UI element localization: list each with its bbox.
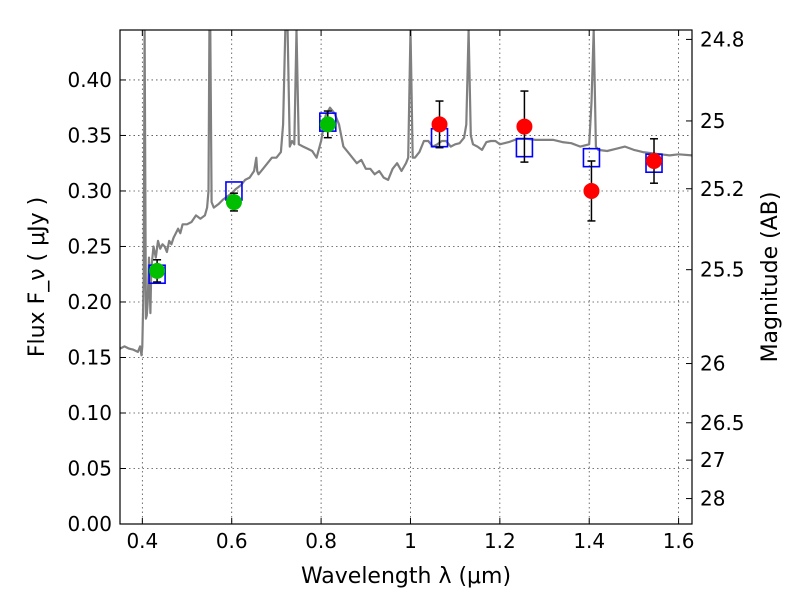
model-spectrum (120, 30, 692, 357)
y-tick-label: 0.05 (67, 456, 112, 480)
observed-flux-point (225, 194, 242, 211)
y2-axis-title: Magnitude (AB) (758, 192, 783, 363)
y-tick-label: 0.10 (67, 401, 112, 425)
y-tick-label: 0.35 (67, 123, 112, 147)
y-tick-label: 0.00 (67, 512, 112, 536)
y2-tick-label: 26 (700, 352, 725, 376)
x-tick-label: 0.8 (305, 529, 337, 553)
observed-flux-point (646, 152, 663, 169)
y2-tick-label: 27 (700, 448, 725, 472)
y2-tick-label: 25 (700, 109, 725, 133)
grid (120, 30, 692, 525)
x-tick-label: 0.6 (216, 529, 248, 553)
observed-flux-point (319, 116, 336, 133)
y-axis-title: Flux F_ν ( μJy ) (25, 197, 50, 357)
data-points (148, 90, 663, 285)
axis-ticks: 0.4 0.6 0.8 1 1.2 1.4 1.6 0.00 0.05 0.10 0.15 0.20 0… (67, 27, 744, 553)
x-tick-label: 1.6 (663, 529, 695, 553)
y-tick-label: 0.25 (67, 234, 112, 258)
y-tick-label: 0.40 (67, 68, 112, 92)
y-tick-label: 0.30 (67, 179, 112, 203)
y2-tick-label: 25.2 (700, 177, 745, 201)
observed-flux-point (149, 262, 166, 279)
x-tick-label: 1.2 (484, 529, 516, 553)
observed-flux-point (431, 116, 448, 133)
x-axis-title: Wavelength λ (μm) (301, 564, 511, 589)
spectrum-line (120, 30, 692, 357)
observed-flux-point (583, 182, 600, 199)
observed-flux-point (516, 118, 533, 135)
x-tick-label: 1 (404, 529, 417, 553)
y2-tick-label: 28 (700, 487, 725, 511)
x-tick-label: 1.4 (573, 529, 605, 553)
y-tick-label: 0.20 (67, 290, 112, 314)
y2-tick-label: 24.8 (700, 27, 745, 51)
y2-tick-label: 26.5 (700, 411, 745, 435)
y2-tick-label: 25.5 (700, 258, 745, 282)
plot-frame (119, 29, 693, 525)
x-tick-label: 0.4 (126, 529, 158, 553)
y-tick-label: 0.15 (67, 345, 112, 369)
